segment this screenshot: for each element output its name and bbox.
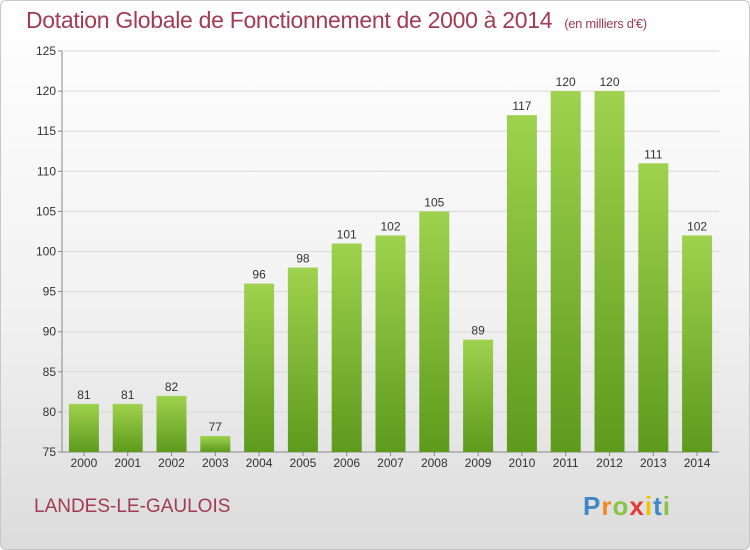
- bar-2004: [244, 283, 275, 452]
- logo-letter: i: [644, 491, 654, 521]
- bar-2002: [156, 395, 187, 452]
- data-label-2006: 101: [337, 227, 357, 241]
- proxiti-logo: Proxiti: [583, 491, 671, 522]
- data-label-2004: 96: [252, 268, 266, 282]
- y-tick-label: 90: [43, 325, 57, 339]
- y-tick-label: 120: [36, 84, 56, 98]
- x-tick-label-2002: 2002: [158, 456, 185, 470]
- bar-2005: [287, 267, 318, 452]
- bar-2006: [331, 243, 362, 452]
- bar-2009: [463, 339, 494, 452]
- data-label-2003: 77: [209, 420, 223, 434]
- logo-letter: P: [583, 491, 602, 521]
- data-label-2009: 89: [471, 324, 485, 338]
- y-tick-label: 115: [37, 124, 56, 138]
- x-tick-label-2012: 2012: [596, 456, 623, 470]
- y-tick-label: 85: [43, 365, 57, 379]
- data-label-2014: 102: [687, 219, 707, 233]
- data-label-2002: 82: [165, 380, 179, 394]
- x-tick-label-2004: 2004: [246, 456, 273, 470]
- x-tick-label-2011: 2011: [553, 456, 579, 470]
- data-label-2008: 105: [424, 195, 444, 209]
- bar-2003: [200, 435, 231, 452]
- data-label-2000: 81: [77, 388, 91, 402]
- y-tick-label: 110: [37, 164, 56, 178]
- chart-unit-note: (en milliers d'€): [564, 16, 647, 31]
- bar-2012: [594, 91, 625, 452]
- x-tick-label-2003: 2003: [202, 456, 229, 470]
- bar-2011: [550, 91, 581, 452]
- x-tick-label-2013: 2013: [640, 456, 667, 470]
- x-tick-label-2014: 2014: [684, 456, 711, 470]
- x-tick-label-2008: 2008: [421, 456, 448, 470]
- logo-letter: t: [653, 491, 663, 521]
- data-label-2001: 81: [121, 388, 135, 402]
- data-label-2013: 111: [644, 147, 663, 161]
- logo-letter: r: [601, 491, 613, 521]
- bar-2010: [506, 115, 537, 452]
- logo-letter: x: [629, 491, 645, 521]
- bar-2008: [419, 211, 450, 452]
- x-tick-label-2006: 2006: [333, 456, 360, 470]
- commune-name: LANDES-LE-GAULOIS: [34, 496, 231, 517]
- y-tick-label: 80: [43, 405, 57, 419]
- y-tick-label: 105: [36, 204, 56, 218]
- data-label-2005: 98: [296, 252, 310, 266]
- bar-2013: [638, 163, 669, 452]
- y-tick-label: 75: [43, 445, 57, 459]
- data-label-2010: 117: [512, 99, 531, 113]
- bar-2014: [682, 235, 713, 452]
- data-label-2007: 102: [380, 219, 400, 233]
- data-label-2012: 120: [599, 75, 619, 89]
- x-tick-label-2005: 2005: [290, 456, 317, 470]
- y-tick-label: 95: [43, 285, 57, 299]
- bar-2001: [112, 403, 143, 452]
- bar-2000: [68, 403, 99, 452]
- y-tick-label: 125: [36, 44, 56, 58]
- chart-title: Dotation Globale de Fonctionnement de 20…: [26, 7, 647, 34]
- chart-title-text: Dotation Globale de Fonctionnement de 20…: [26, 7, 553, 33]
- x-tick-label-2009: 2009: [465, 456, 492, 470]
- bar-2007: [375, 235, 406, 452]
- logo-letter: o: [612, 491, 630, 521]
- x-tick-label-2007: 2007: [377, 456, 404, 470]
- data-label-2011: 120: [556, 75, 576, 89]
- y-tick-label: 100: [36, 245, 56, 259]
- x-tick-label-2001: 2001: [114, 456, 141, 470]
- logo-letter: i: [662, 491, 671, 521]
- x-tick-label-2000: 2000: [71, 456, 98, 470]
- x-tick-label-2010: 2010: [509, 456, 536, 470]
